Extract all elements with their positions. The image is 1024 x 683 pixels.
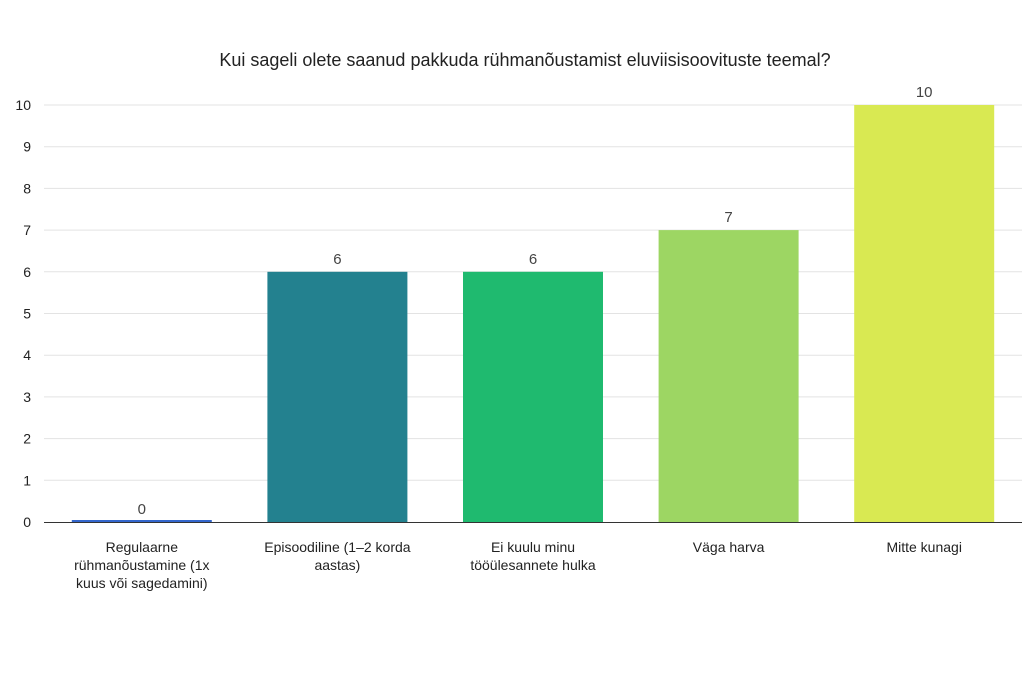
bar (267, 271, 408, 522)
y-axis-ticks: 0 1 2 3 4 5 6 7 8 9 10 (15, 97, 31, 530)
x-category-label: Väga harva (693, 539, 765, 555)
x-category-label-line: Ei kuulu minu (491, 539, 575, 555)
y-tick-label: 10 (15, 97, 31, 113)
x-category-label-line: Väga harva (693, 539, 765, 555)
bars (71, 105, 995, 522)
x-category-label-line: Episoodiline (1–2 korda (264, 539, 411, 555)
bar (658, 230, 799, 522)
x-category-label-line: Mitte kunagi (886, 539, 961, 555)
x-category-label: Ei kuulu minu tööülesannete hulka (470, 539, 596, 573)
y-tick-label: 4 (23, 347, 31, 363)
x-category-label: Regulaarne rühmanõustamine (1x kuus või sa… (74, 539, 209, 591)
y-tick-label: 7 (23, 222, 31, 238)
bar-value-label: 6 (529, 251, 537, 268)
y-tick-label: 5 (23, 306, 31, 322)
data-labels: 0 6 6 7 10 (138, 84, 933, 518)
x-category-label: Mitte kunagi (886, 539, 961, 555)
y-tick-label: 6 (23, 264, 31, 280)
bar-value-label: 7 (724, 209, 732, 226)
x-category-label: Episoodiline (1–2 korda aastas) (264, 539, 411, 573)
bar (463, 271, 603, 522)
bar-value-label: 6 (333, 251, 341, 268)
y-tick-label: 0 (23, 514, 31, 530)
y-tick-label: 3 (23, 389, 31, 405)
x-axis-labels: Regulaarne rühmanõustamine (1x kuus või sa… (74, 539, 962, 591)
x-category-label-line: aastas) (314, 557, 360, 573)
chart-title: Kui sageli olete saanud pakkuda rühmanõu… (219, 50, 830, 70)
y-tick-label: 8 (23, 180, 31, 196)
bar-value-label: 10 (916, 84, 933, 101)
bar (71, 520, 212, 522)
y-tick-label: 2 (23, 431, 31, 447)
x-category-label-line: rühmanõustamine (1x (74, 557, 209, 573)
y-tick-label: 9 (23, 139, 31, 155)
y-tick-label: 1 (23, 472, 31, 488)
bar (854, 105, 995, 522)
x-category-label-line: tööülesannete hulka (470, 557, 596, 573)
bar-value-label: 0 (138, 501, 146, 518)
x-category-label-line: kuus või sagedamini) (76, 575, 208, 591)
x-category-label-line: Regulaarne (106, 539, 179, 555)
